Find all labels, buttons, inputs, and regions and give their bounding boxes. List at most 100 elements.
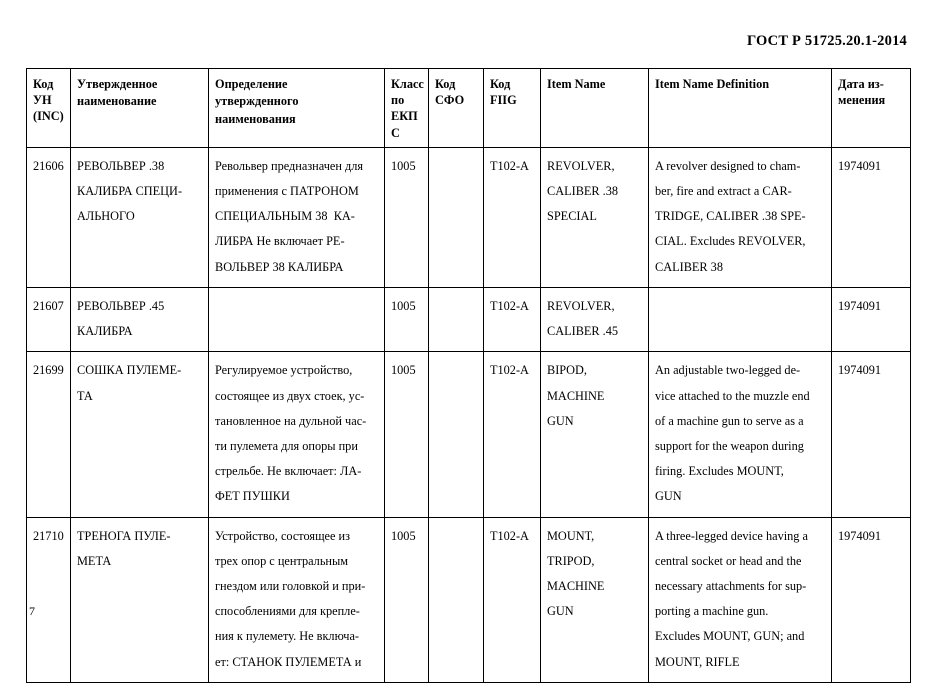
cell-code-fiig: T102-A: [483, 516, 541, 683]
cell-text-line: ния к пулемету. Не включа-: [215, 629, 360, 644]
cell-text-line: An adjustable two-legged de-: [655, 363, 801, 378]
cell-text-line: firing. Excludes MOUNT,: [655, 464, 784, 479]
cell-text-line: TRIDGE, CALIBER .38 SPE-: [655, 209, 806, 224]
column-header-item-name: Item Name: [540, 68, 649, 148]
cell-item-name-definition: A three-legged device having a central so…: [648, 516, 832, 683]
document-page: ГОСТ Р 51725.20.1-2014 Код УН (INC) Утверж…: [26, 33, 911, 683]
cell-text-line: BIPOD,: [547, 363, 587, 378]
cell-text-line: A revolver designed to cham-: [655, 158, 801, 173]
header-text-line: УН: [33, 93, 52, 108]
cell-text-line: ber, fire and extract a CAR-: [655, 184, 792, 199]
cell-class-ekps: 1005: [384, 286, 429, 353]
header-text-line: СФО: [435, 93, 465, 108]
column-header-code-sfo: Код СФО: [428, 68, 484, 148]
cell-code-sfo: [428, 351, 484, 518]
cell-text-line: GUN: [547, 413, 574, 428]
cell-code-sfo: [428, 146, 484, 288]
cell-text-line: КАЛИБРА СПЕЦИ-: [77, 184, 183, 199]
cell-code-unc: 21606: [26, 146, 71, 288]
cell-text-line: GUN: [547, 604, 574, 619]
header-text-line: Определение: [215, 77, 288, 91]
table-row: 21710 ТРЕНОГА ПУЛЕ- МЕТА Устройство, состоя…: [26, 516, 911, 683]
header-text-line: ЕКП: [391, 109, 418, 124]
cell-code-fiig: T102-A: [483, 351, 541, 518]
cell-text-line: тановленное на дульной час-: [215, 413, 367, 428]
cell-change-date: 1974091: [831, 516, 911, 683]
header-text-line: Item Name Definition: [655, 77, 770, 91]
cell-text-line: АЛЬНОГО: [77, 209, 135, 224]
cell-text-line: РЕВОЛЬВЕР .38: [77, 158, 165, 173]
cell-text-line: ВОЛЬВЕР 38 КАЛИБРА: [215, 259, 344, 274]
header-text-line: менения: [838, 93, 886, 108]
cell-text-line: Регулируемое устройство,: [215, 363, 353, 378]
header-text-line: наименование: [77, 94, 157, 109]
cell-text-line: TRIPOD,: [547, 553, 595, 568]
cell-change-date: 1974091: [831, 286, 911, 353]
header-text-line: С: [391, 125, 400, 140]
cell-text-line: ти пулемета для опоры при: [215, 438, 358, 453]
cell-text-line: REVOLVER,: [547, 158, 615, 173]
cell-text-line: CALIBER .45: [547, 324, 619, 339]
header-text-line: наименования: [215, 111, 296, 126]
cell-approved-name-definition: Регулируемое устройство, состоящее из дву…: [208, 351, 385, 518]
cell-text-line: MACHINE: [547, 578, 605, 593]
table-row: 21607 РЕВОЛЬВЕР .45 КАЛИБРА 1005 T102-A REVOL…: [26, 286, 911, 353]
header-text-line: (INC): [33, 109, 64, 124]
column-header-approved-name-definition: Определение утвержденного наименования: [208, 68, 385, 148]
table-body: 21606 РЕВОЛЬВЕР .38 КАЛИБРА СПЕЦИ- АЛЬНОГО Р…: [26, 146, 911, 683]
cell-text-line: GUN: [655, 489, 682, 504]
cell-text-line: SPECIAL: [547, 209, 597, 224]
cell-text-line: МЕТА: [77, 553, 112, 568]
cell-text-line: ФЕТ ПУШКИ: [215, 489, 290, 504]
header-text-line: Утвержденное: [77, 77, 158, 91]
cell-approved-name-definition: Револьвер предназначен для применения с П…: [208, 146, 385, 288]
cell-text-line: гнездом или головкой и при-: [215, 578, 366, 593]
cell-code-sfo: [428, 286, 484, 353]
cell-text-line: Револьвер предназначен для: [215, 158, 364, 173]
header-text-line: FIIG: [490, 93, 517, 108]
cell-item-name-definition: [648, 286, 832, 353]
nomenclature-table: Код УН (INC) Утвержденное наименование Опре…: [26, 68, 911, 683]
column-header-approved-name: Утвержденное наименование: [70, 68, 209, 148]
cell-text-line: MACHINE: [547, 388, 605, 403]
table-row: 21606 РЕВОЛЬВЕР .38 КАЛИБРА СПЕЦИ- АЛЬНОГО Р…: [26, 146, 911, 288]
cell-item-name-definition: An adjustable two-legged de-vice attache…: [648, 351, 832, 518]
header-text-line: Код: [33, 77, 54, 91]
cell-text-line: MOUNT,: [547, 528, 595, 543]
cell-text-line: КАЛИБРА: [77, 324, 133, 339]
column-header-item-name-definition: Item Name Definition: [648, 68, 832, 148]
cell-text-line: REVOLVER,: [547, 298, 615, 313]
cell-code-unc: 21710: [26, 516, 71, 683]
cell-item-name-definition: A revolver designed to cham-ber, fire an…: [648, 146, 832, 288]
cell-text-line: трех опор с центральным: [215, 553, 349, 568]
cell-approved-name: СОШКА ПУЛЕМЕ- ТА: [70, 351, 209, 518]
cell-change-date: 1974091: [831, 146, 911, 288]
cell-class-ekps: 1005: [384, 351, 429, 518]
cell-text-line: CALIBER 38: [655, 259, 723, 274]
cell-approved-name: РЕВОЛЬВЕР .45 КАЛИБРА: [70, 286, 209, 353]
table-header-row: Код УН (INC) Утвержденное наименование Опре…: [26, 68, 911, 148]
cell-class-ekps: 1005: [384, 146, 429, 288]
standard-header: ГОСТ Р 51725.20.1-2014: [746, 33, 907, 49]
cell-code-sfo: [428, 516, 484, 683]
cell-text-line: ЛИБРА Не включает РЕ-: [215, 234, 345, 249]
cell-text-line: ТА: [77, 388, 93, 403]
column-header-class-ekps: Класс по ЕКП С: [384, 68, 429, 148]
cell-text-line: CIAL. Excludes REVOLVER,: [655, 234, 806, 249]
cell-text-line: A three-legged device having a: [655, 528, 808, 543]
cell-change-date: 1974091: [831, 351, 911, 518]
cell-text-line: support for the weapon during: [655, 438, 804, 453]
cell-text-line: vice attached to the muzzle end: [655, 388, 810, 403]
column-header-code-unc: Код УН (INC): [26, 68, 71, 148]
cell-text-line: способлениями для крепле-: [215, 604, 360, 619]
cell-text-line: of a machine gun to serve as a: [655, 413, 804, 428]
cell-item-name: REVOLVER, CALIBER .38 SPECIAL: [540, 146, 649, 288]
cell-item-name: MOUNT, TRIPOD, MACHINE GUN: [540, 516, 649, 683]
header-text-line: по: [391, 93, 405, 108]
cell-text-line: necessary attachments for sup-: [655, 578, 807, 593]
header-text-line: Код: [490, 77, 511, 91]
cell-code-unc: 21607: [26, 286, 71, 353]
cell-text-line: применения с ПАТРОНОМ: [215, 184, 359, 199]
header-text-line: Item Name: [547, 77, 606, 91]
header-text-line: Дата из-: [838, 77, 884, 91]
